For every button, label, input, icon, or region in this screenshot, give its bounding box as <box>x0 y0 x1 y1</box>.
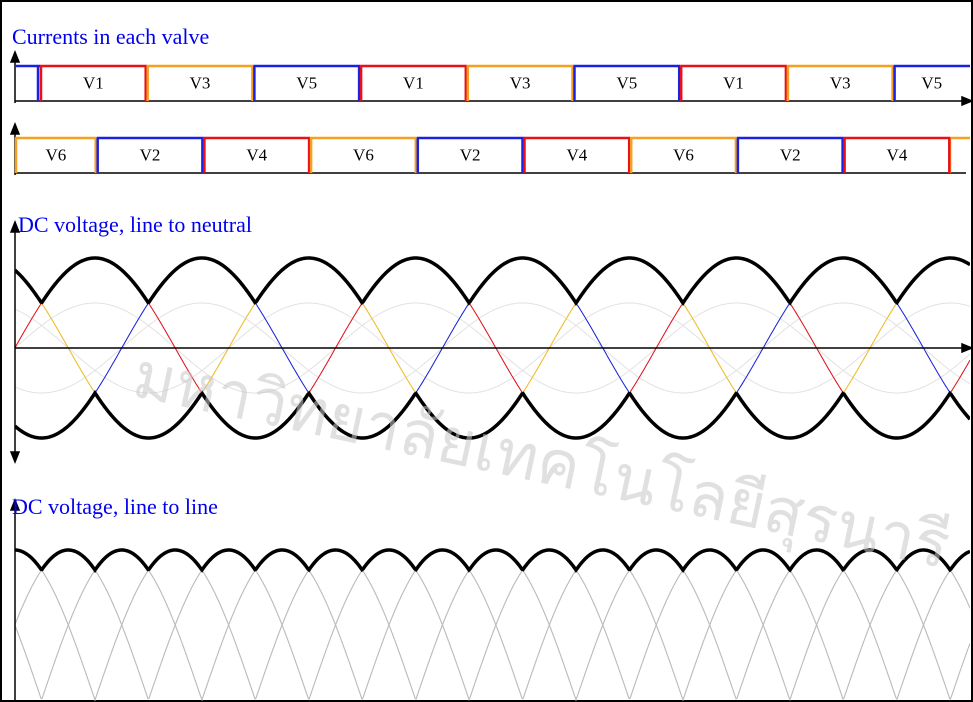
valve-box: V2 <box>417 138 524 173</box>
valve-box: V5 <box>574 66 681 101</box>
valve-box: V1 <box>40 66 147 101</box>
valve-label: V6 <box>45 145 66 164</box>
line-curve <box>15 550 970 700</box>
waveform-diagram: มหาวิทยาลัยเทคโนโลยีสุรนารี Currents in … <box>0 0 973 702</box>
valve-box: V1 <box>680 66 787 101</box>
valve-box: V4 <box>524 138 631 173</box>
valve-label: V4 <box>566 145 587 164</box>
valve-box: V3 <box>147 66 254 101</box>
valve-box: V2 <box>737 138 844 173</box>
valve-label: V5 <box>921 73 942 92</box>
line-curve <box>15 550 970 700</box>
valve-label: V1 <box>723 73 744 92</box>
positive-envelope <box>15 258 970 303</box>
line-curve <box>15 550 970 700</box>
valve-box: V4 <box>203 138 310 173</box>
valve-label: V5 <box>616 73 637 92</box>
section-title: DC voltage, line to neutral <box>18 212 252 237</box>
valve-box: V3 <box>467 66 574 101</box>
valve-label: V2 <box>140 145 161 164</box>
line-curve <box>15 550 970 700</box>
valve-label: V4 <box>246 145 267 164</box>
valve-label: V3 <box>510 73 531 92</box>
valve-box: V5 <box>894 66 970 101</box>
valve-label: V5 <box>296 73 317 92</box>
valve-label: V2 <box>780 145 801 164</box>
valve-label: V1 <box>403 73 424 92</box>
valve-partial <box>15 66 40 101</box>
valve-label: V6 <box>673 145 694 164</box>
valve-box: V6 <box>630 138 737 173</box>
valve-label: V3 <box>190 73 211 92</box>
valve-box: V5 <box>253 66 360 101</box>
valve-label: V1 <box>83 73 104 92</box>
valve-box: V4 <box>844 138 951 173</box>
valve-label: V2 <box>460 145 481 164</box>
watermark: มหาวิทยาลัยเทคโนโลยีสุรนารี <box>126 339 956 585</box>
valve-box: V6 <box>310 138 417 173</box>
section-title: DC voltage, line to line <box>12 494 218 519</box>
valve-box: V3 <box>787 66 894 101</box>
valve-label: V4 <box>887 145 908 164</box>
line-curve <box>15 550 970 700</box>
line-curve <box>15 550 970 700</box>
section-title: Currents in each valve <box>12 24 209 49</box>
valve-box: V1 <box>360 66 467 101</box>
valve-label: V3 <box>830 73 851 92</box>
valve-box: V2 <box>97 138 204 173</box>
valve-partial <box>950 138 970 173</box>
valve-box: V6 <box>15 138 97 173</box>
valve-label: V6 <box>353 145 374 164</box>
